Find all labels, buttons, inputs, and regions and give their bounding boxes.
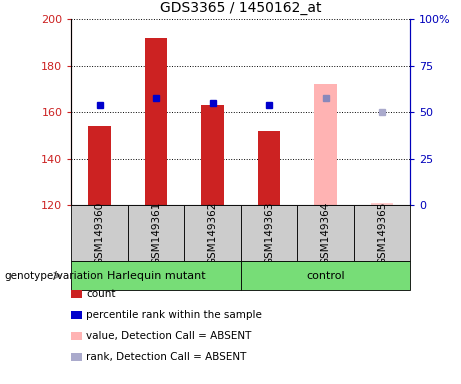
Text: GSM149365: GSM149365	[377, 202, 387, 265]
Bar	[145, 38, 167, 205]
Bar	[297, 205, 354, 261]
Bar	[201, 105, 224, 205]
Text: count: count	[86, 289, 116, 299]
Text: percentile rank within the sample: percentile rank within the sample	[86, 310, 262, 320]
Bar	[314, 84, 337, 205]
Bar	[258, 131, 280, 205]
Bar	[71, 205, 128, 261]
Bar	[89, 126, 111, 205]
Title: GDS3365 / 1450162_at: GDS3365 / 1450162_at	[160, 2, 322, 15]
Bar	[71, 261, 241, 290]
Text: rank, Detection Call = ABSENT: rank, Detection Call = ABSENT	[86, 352, 247, 362]
Bar	[241, 261, 410, 290]
Bar	[371, 203, 393, 205]
Text: GSM149364: GSM149364	[320, 202, 331, 265]
Text: genotype/variation: genotype/variation	[5, 270, 104, 281]
Text: GSM149363: GSM149363	[264, 202, 274, 265]
Bar	[354, 205, 410, 261]
Text: GSM149361: GSM149361	[151, 202, 161, 265]
Bar	[128, 205, 184, 261]
Text: Harlequin mutant: Harlequin mutant	[107, 270, 206, 281]
Text: control: control	[306, 270, 345, 281]
Text: value, Detection Call = ABSENT: value, Detection Call = ABSENT	[86, 331, 252, 341]
Bar	[241, 205, 297, 261]
Text: GSM149360: GSM149360	[95, 202, 105, 265]
Bar	[184, 205, 241, 261]
Text: GSM149362: GSM149362	[207, 202, 218, 265]
